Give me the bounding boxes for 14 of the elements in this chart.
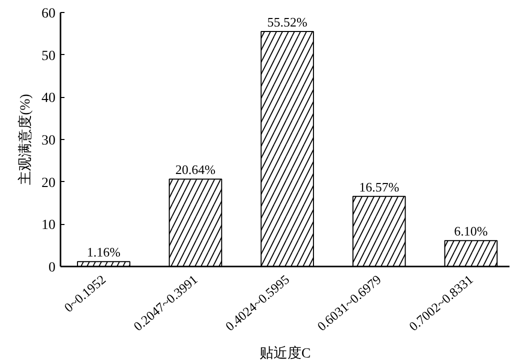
y-axis-title: 主观满意度(%)	[18, 94, 34, 185]
data-label: 55.52%	[267, 14, 308, 30]
y-tick-label: 50	[42, 48, 56, 64]
y-tick-label: 30	[42, 134, 56, 148]
data-label: 20.64%	[175, 162, 216, 178]
y-tick-label: 10	[42, 218, 56, 234]
y-tick-label: 0	[48, 260, 56, 276]
data-label: 16.57%	[359, 179, 400, 194]
y-tick-label: 60	[42, 6, 56, 22]
y-tick-label: 40	[42, 91, 56, 106]
y-tick-label: 20	[42, 176, 56, 191]
data-label: 6.10%	[454, 224, 488, 239]
x-axis-title: 贴近度C	[259, 346, 311, 362]
data-label: 1.16%	[86, 244, 121, 260]
